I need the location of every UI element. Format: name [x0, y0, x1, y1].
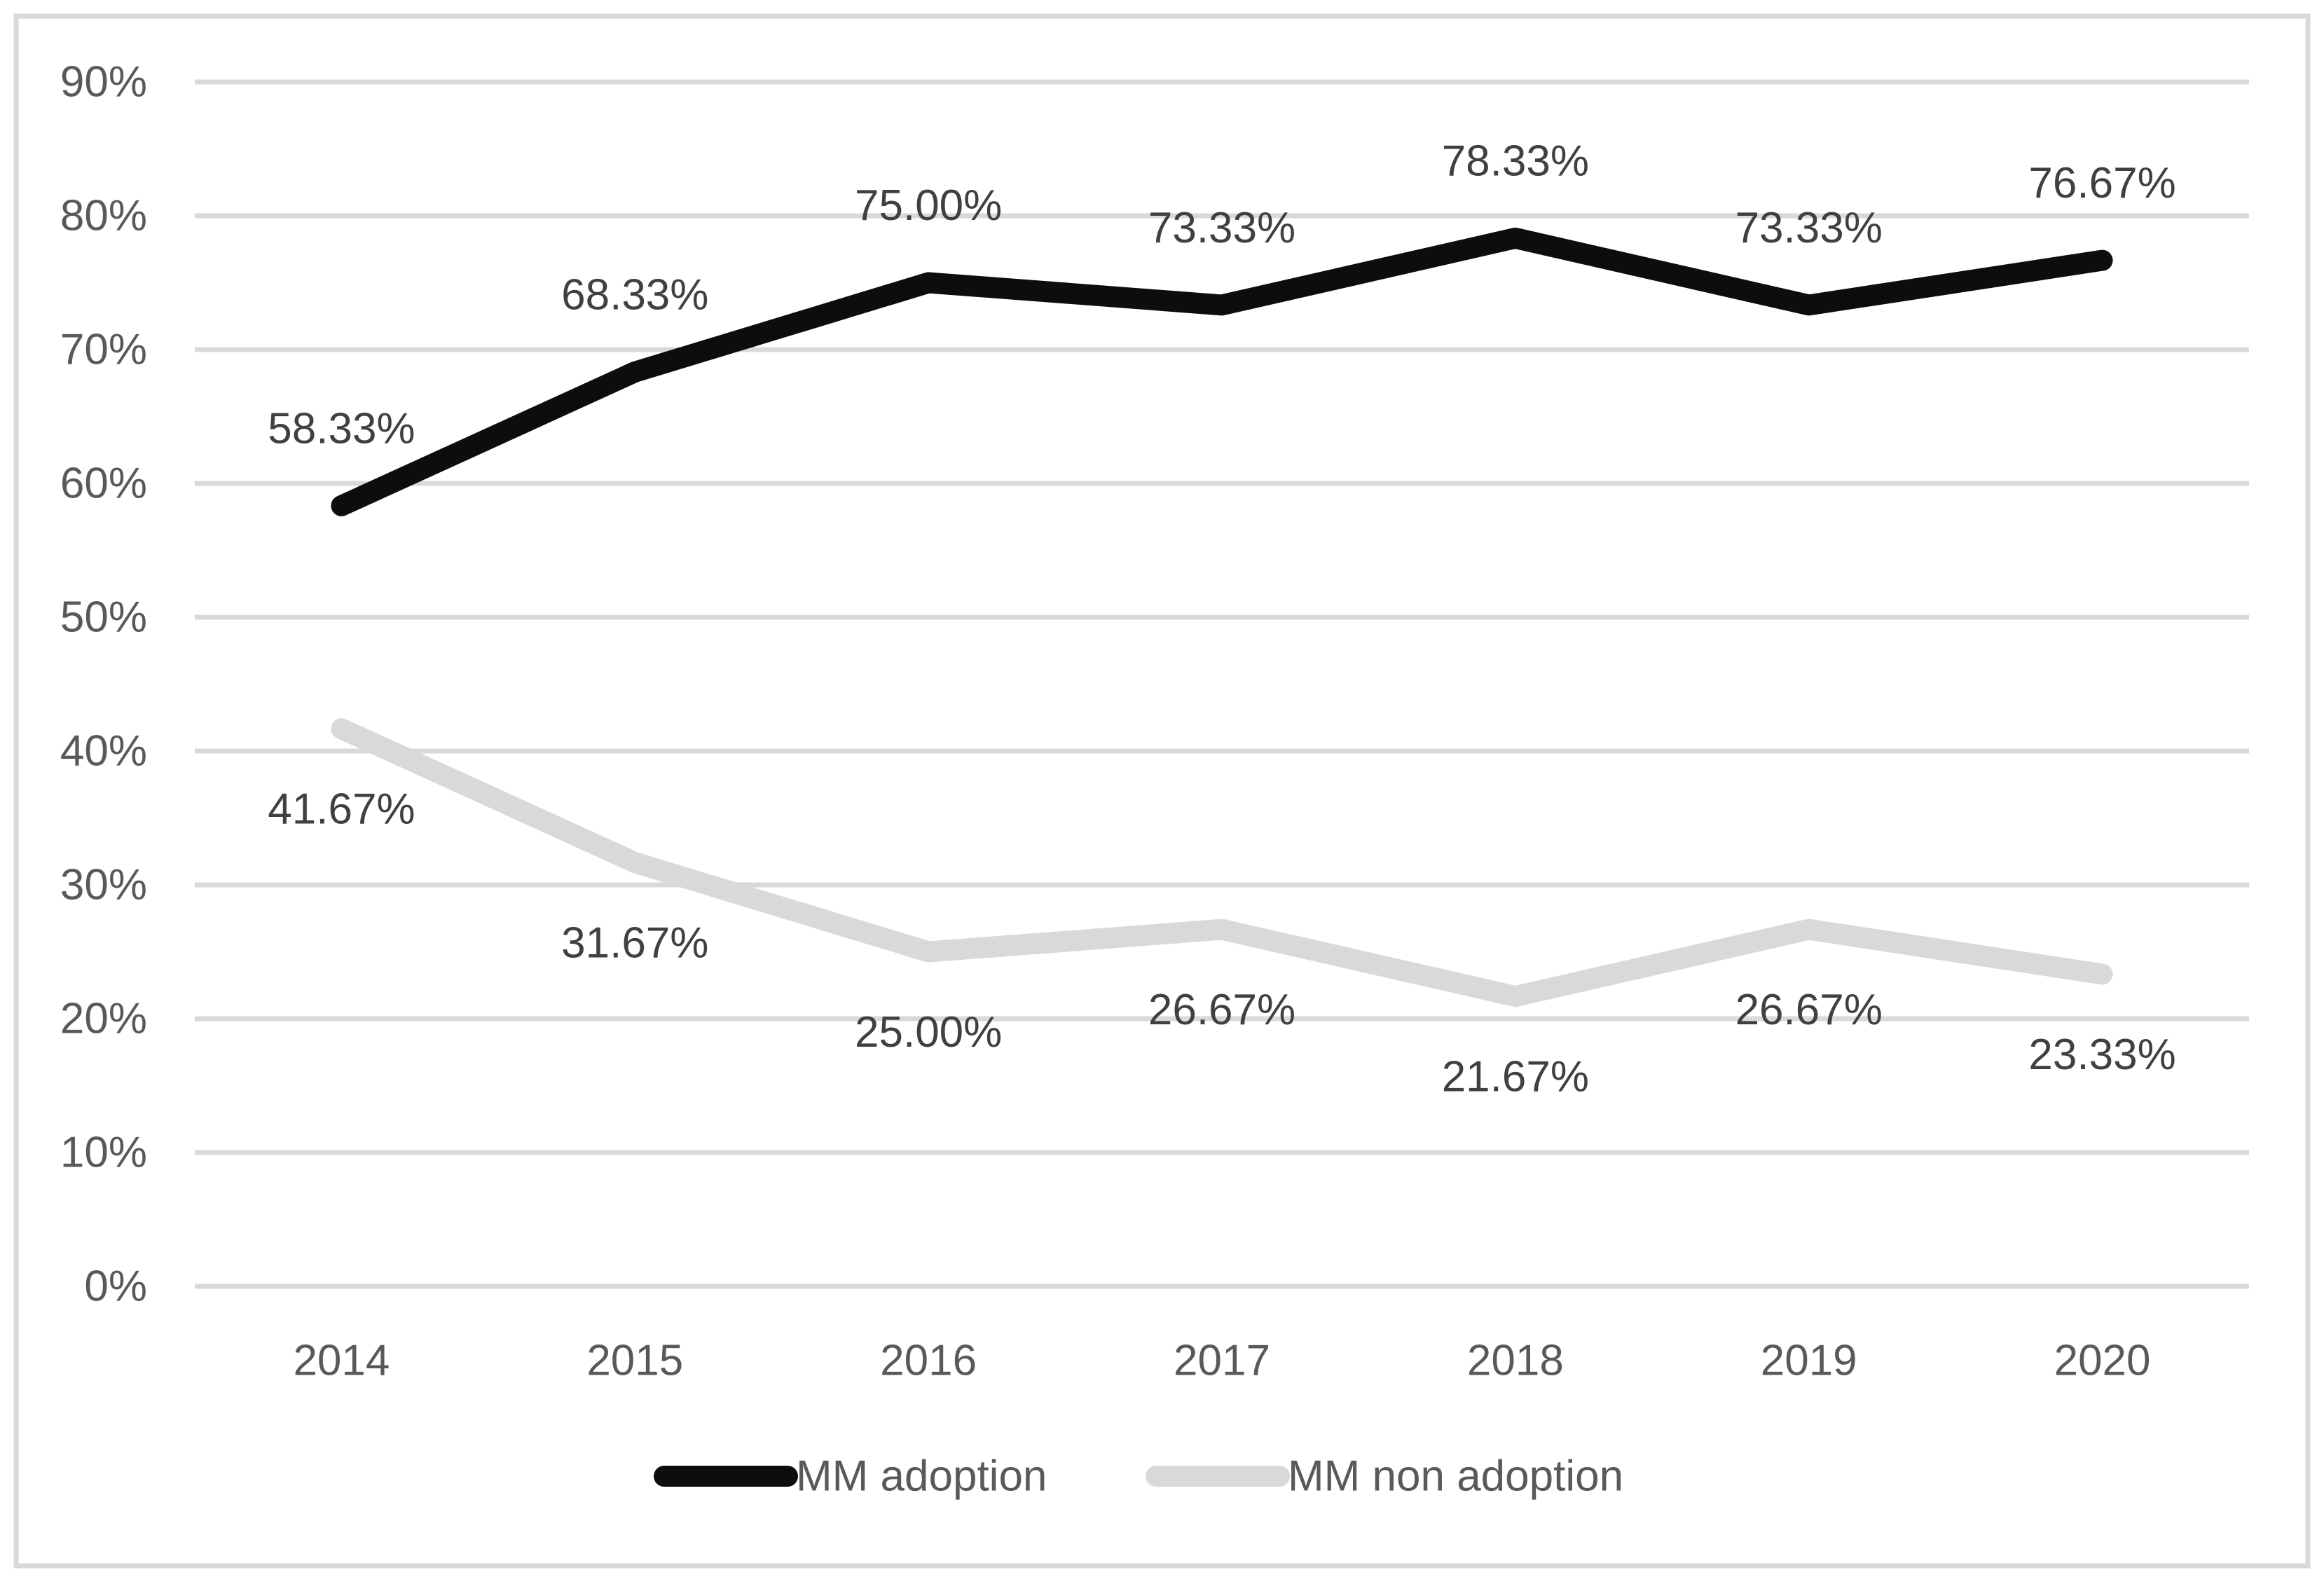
data-label: 26.67% [1148, 986, 1295, 1034]
legend-label-mm-adoption: MM adoption [796, 1452, 1047, 1501]
y-tick-label: 60% [60, 460, 147, 508]
y-tick-label: 10% [60, 1129, 147, 1177]
data-label: 41.67% [268, 785, 415, 834]
data-label: 21.67% [1442, 1053, 1589, 1101]
x-tick-label: 2017 [1174, 1337, 1270, 1385]
y-tick-label: 90% [60, 58, 147, 106]
data-label: 58.33% [268, 404, 415, 453]
legend-label-mm-non-adoption: MM non adoption [1288, 1452, 1623, 1501]
y-tick-label: 20% [60, 995, 147, 1043]
y-tick-label: 50% [60, 593, 147, 642]
series-line-mm-non-adoption [331, 718, 2113, 1007]
y-tick-label: 0% [84, 1263, 147, 1311]
chart-border [13, 13, 2311, 1569]
data-label: 73.33% [1148, 204, 1295, 252]
series-line-mm-adoption [331, 227, 2113, 516]
y-tick-label: 40% [60, 727, 147, 776]
y-tick-label: 70% [60, 326, 147, 374]
data-label: 76.67% [2028, 159, 2175, 207]
x-tick-label: 2015 [586, 1337, 683, 1385]
data-label: 31.67% [561, 919, 708, 968]
data-label: 75.00% [855, 181, 1002, 230]
x-tick-label: 2018 [1467, 1337, 1564, 1385]
y-tick-label: 30% [60, 861, 147, 909]
y-tick-label: 80% [60, 192, 147, 240]
x-tick-label: 2014 [293, 1337, 390, 1385]
data-label: 26.67% [1735, 986, 1883, 1034]
x-tick-label: 2020 [2054, 1337, 2151, 1385]
data-label: 78.33% [1442, 137, 1589, 185]
data-label: 25.00% [855, 1008, 1002, 1057]
x-tick-label: 2016 [880, 1337, 977, 1385]
data-label: 68.33% [561, 270, 708, 319]
data-label: 23.33% [2028, 1031, 2175, 1079]
x-tick-label: 2019 [1761, 1337, 1857, 1385]
data-label: 73.33% [1735, 204, 1883, 252]
